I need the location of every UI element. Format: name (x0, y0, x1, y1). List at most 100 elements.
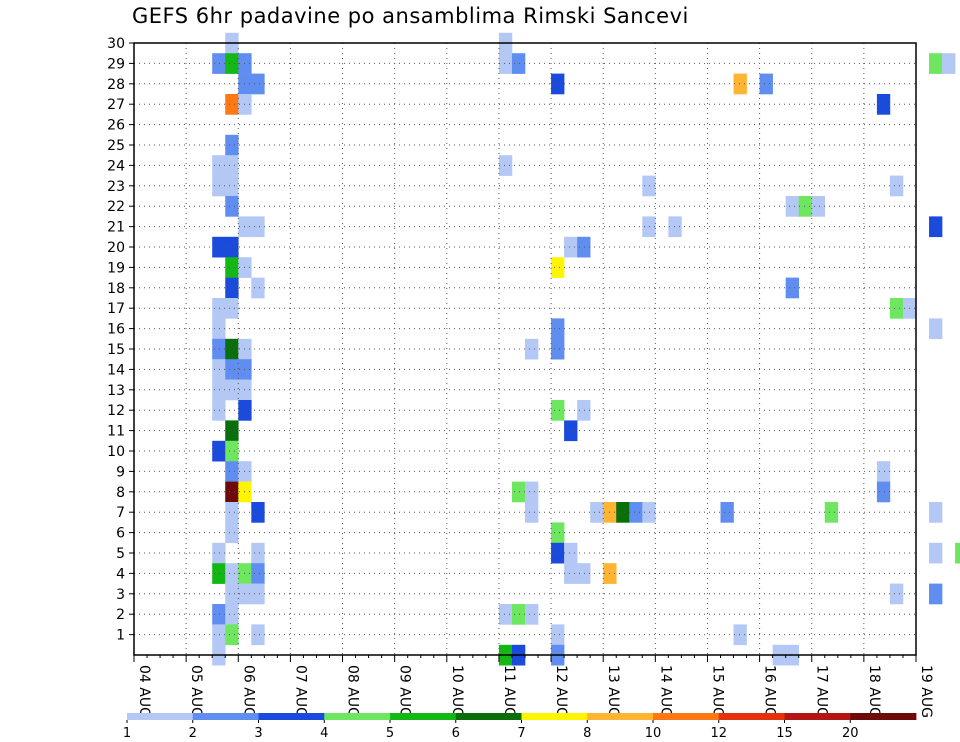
heatmap-cell (498, 604, 513, 625)
y-tick-label: 11 (107, 424, 125, 440)
heatmap-cell (212, 400, 226, 421)
y-tick-label: 1 (116, 628, 125, 644)
heatmap-cells (212, 32, 960, 666)
legend-label: 12 (710, 726, 727, 741)
heatmap-cell (225, 196, 239, 217)
heatmap-cell (225, 522, 239, 544)
heatmap-cell (212, 624, 226, 646)
heatmap-cell (212, 563, 226, 584)
y-tick-label: 17 (107, 301, 125, 317)
heatmap-cell (225, 583, 239, 605)
heatmap-cell (511, 53, 526, 74)
heatmap-cell (225, 257, 239, 278)
legend-label: 10 (645, 726, 662, 741)
heatmap-cell (929, 53, 943, 74)
heatmap-cell (225, 440, 239, 462)
heatmap-cell (212, 298, 226, 319)
heatmap-cell (212, 236, 226, 258)
x-tick-label: 07 AUG (292, 665, 308, 718)
heatmap-cell (733, 73, 747, 95)
legend-label: 15 (776, 726, 793, 741)
heatmap-cell (225, 155, 239, 176)
heatmap-cell (212, 542, 226, 564)
x-tick-label: 12 AUG (553, 665, 569, 718)
y-tick-label: 15 (107, 342, 125, 358)
legend-swatch (850, 713, 917, 720)
heatmap-cell (564, 236, 578, 258)
x-tick-label: 04 AUG (136, 665, 152, 718)
legend-swatch (390, 713, 457, 720)
heatmap-cell (225, 53, 239, 74)
heatmap-cell (225, 461, 239, 482)
x-tick-label: 11 AUG (501, 665, 517, 718)
legend-swatch (192, 713, 259, 720)
y-axis: 1234567891011121314151617181920212223242… (107, 36, 134, 644)
legend-label: 4 (320, 726, 328, 741)
x-tick-label: 05 AUG (188, 665, 204, 718)
heatmap-cell (720, 502, 734, 523)
legend-swatch (455, 713, 522, 720)
heatmap-cell (525, 338, 539, 360)
heatmap-cell (929, 583, 943, 605)
heatmap-cell (551, 624, 565, 646)
y-tick-label: 3 (116, 587, 125, 603)
heatmap-cell (551, 522, 565, 544)
heatmap-cell (929, 216, 943, 238)
legend-swatch (587, 713, 654, 720)
legend-swatch (653, 713, 720, 720)
heatmap-cell (577, 236, 591, 258)
heatmap-cell (225, 502, 239, 523)
heatmap-cell (225, 359, 239, 380)
y-tick-label: 2 (116, 607, 125, 623)
legend-label: 1 (123, 726, 131, 741)
y-tick-label: 5 (116, 546, 125, 562)
heatmap-cell (564, 420, 578, 442)
legend-swatch (127, 713, 194, 720)
y-tick-label: 26 (107, 118, 125, 134)
heatmap-cell (551, 400, 565, 421)
y-tick-label: 22 (107, 199, 125, 215)
heatmap-cell (225, 338, 239, 360)
heatmap-cell (525, 604, 539, 625)
y-tick-label: 8 (116, 485, 125, 501)
heatmap-cell (811, 196, 826, 217)
y-tick-label: 13 (107, 383, 125, 399)
heatmap-cell (564, 542, 578, 564)
heatmap-cell (212, 604, 226, 625)
heatmap-cell (511, 604, 526, 625)
heatmap-cell (642, 175, 656, 197)
heatmap-cell (668, 216, 682, 238)
legend-swatch (784, 713, 851, 720)
x-tick-label: 08 AUG (345, 665, 361, 718)
y-tick-label: 10 (107, 444, 125, 460)
heatmap-cell (785, 277, 799, 299)
heatmap-cell (212, 175, 226, 197)
heatmap-cell (929, 502, 943, 523)
heatmap-cell (225, 134, 239, 156)
heatmap-cell (511, 481, 526, 503)
heatmap-cell (251, 583, 265, 605)
y-tick-label: 19 (107, 260, 125, 276)
heatmap-cell (225, 420, 239, 442)
legend-swatch (718, 713, 785, 720)
legend-swatch (324, 713, 391, 720)
heatmap-cell (212, 440, 226, 462)
heatmap-cell (889, 583, 904, 605)
x-tick-label: 14 AUG (657, 665, 673, 718)
heatmap-cell (564, 563, 578, 584)
heatmap-cell (225, 236, 239, 258)
heatmap-cell (942, 53, 956, 74)
y-tick-label: 21 (107, 220, 125, 236)
chart-title: GEFS 6hr padavine po ansamblima Rimski S… (132, 4, 689, 28)
legend-label: 2 (189, 726, 197, 741)
legend-swatch (258, 713, 325, 720)
legend-label: 5 (386, 726, 394, 741)
heatmap-cell (498, 53, 513, 74)
heatmap-cell (798, 196, 813, 217)
x-tick-label: 18 AUG (866, 665, 882, 718)
x-tick-label: 09 AUG (397, 665, 413, 718)
heatmap-cell (225, 563, 239, 584)
y-tick-label: 23 (107, 179, 125, 195)
heatmap-cell (225, 94, 239, 115)
